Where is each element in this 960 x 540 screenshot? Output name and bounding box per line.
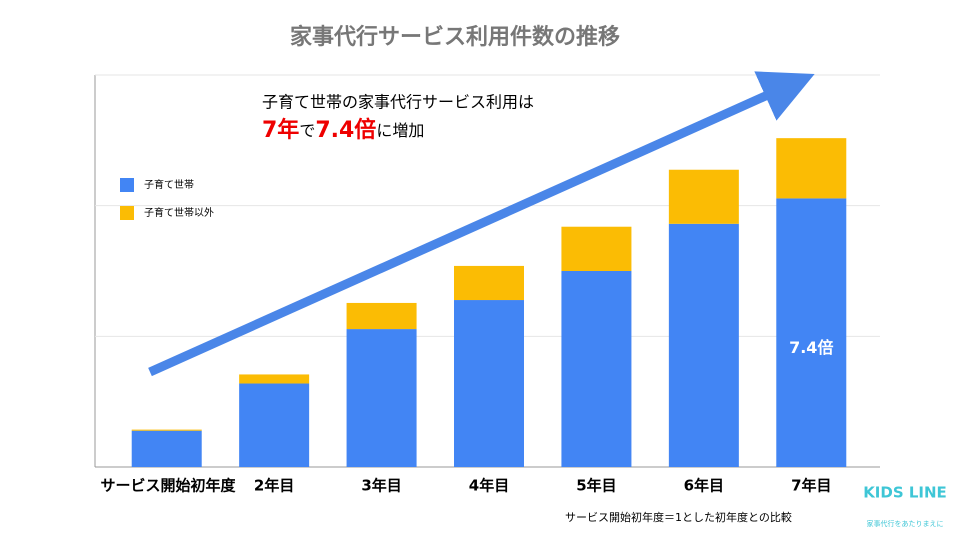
chart-title: 家事代行サービス利用件数の推移 (290, 24, 620, 50)
x-tick-label: 5年目 (576, 477, 616, 495)
bar (776, 138, 847, 199)
logo: KIDS LINE (863, 484, 947, 502)
annotation-emphasis: 7年で7.4倍に増加 (262, 117, 424, 143)
bar (668, 169, 739, 224)
annotation-part: で (299, 121, 315, 140)
trend-arrow (148, 71, 815, 377)
bar (239, 374, 310, 384)
x-tick-label: 4年目 (469, 477, 509, 495)
bar (239, 383, 310, 467)
logo-tagline: 家事代行をあたりまえに (867, 519, 944, 528)
note: サービス開始初年度＝1とした初年度との比較 (565, 510, 792, 524)
annotation-line: 子育て世帯の家事代行サービス利用は (262, 93, 534, 112)
annotation-part: 7.4倍 (315, 117, 376, 143)
bar (131, 430, 202, 467)
x-tick-label: 7年目 (791, 477, 831, 495)
x-tick-label: サービス開始初年度 (100, 477, 236, 495)
x-tick-label: 3年目 (361, 477, 401, 495)
bar (454, 265, 524, 301)
bar (561, 226, 632, 271)
value-label: 7.4倍 (789, 338, 833, 357)
x-tick-label: 2年目 (254, 477, 294, 495)
bar (131, 429, 202, 431)
legend-swatch (120, 206, 134, 220)
bar (454, 300, 524, 467)
legend-label: 子育て世帯 (144, 178, 194, 191)
bar (776, 198, 847, 467)
bar (346, 329, 417, 467)
bar (668, 223, 739, 467)
legend-swatch (120, 178, 134, 192)
annotation-part: に増加 (376, 121, 424, 140)
bar (346, 302, 417, 330)
legend-label: 子育て世帯以外 (144, 206, 214, 219)
annotation-part: 7年 (262, 117, 299, 143)
x-tick-label: 6年目 (684, 477, 724, 495)
bar (561, 271, 632, 467)
